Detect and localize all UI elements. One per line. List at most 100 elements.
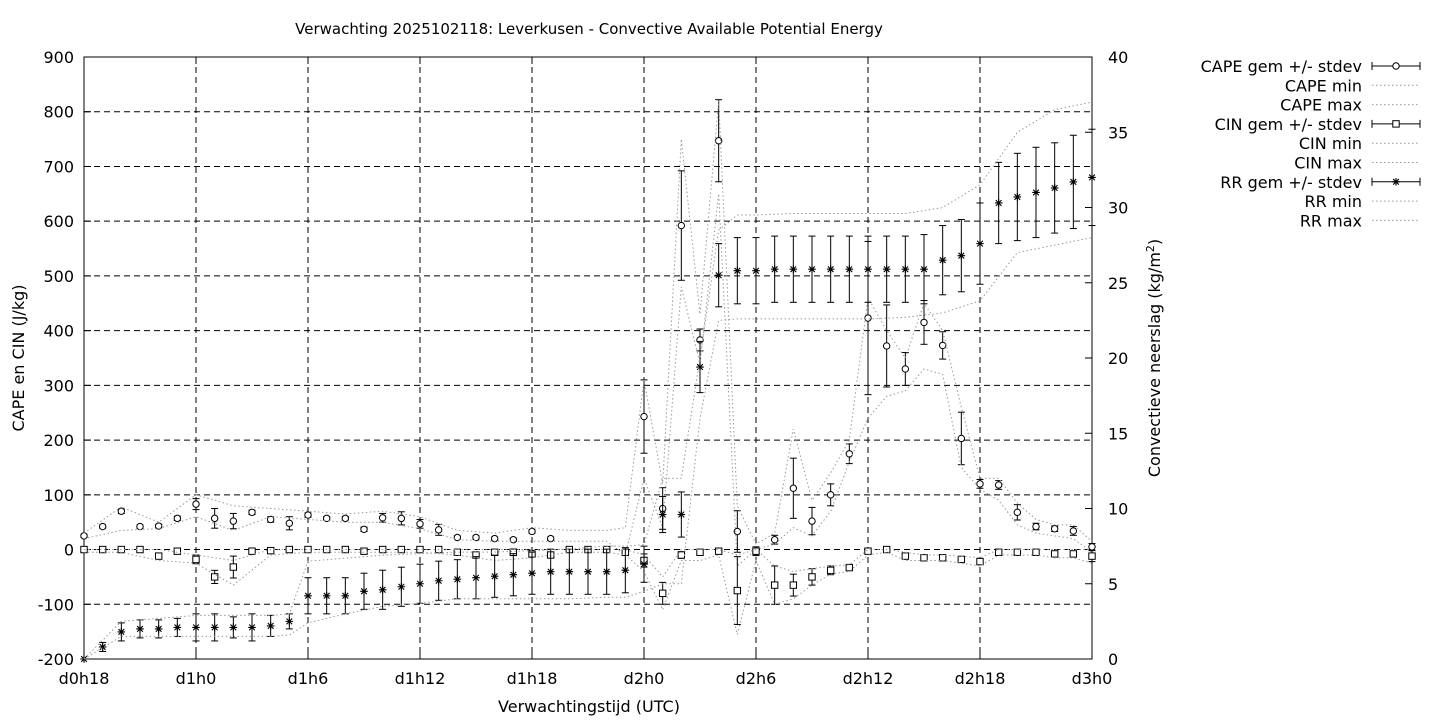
x-axis: d0h18 d1h0 d1h6 d1h12 d1h18 d2h0 d2h6 d2h12 d2h1…: [59, 57, 1113, 688]
data-point: [920, 318, 928, 327]
y2-tick-label: 25: [1108, 274, 1128, 293]
legend-label: CAPE max: [1280, 96, 1362, 115]
data-point: [994, 548, 1003, 556]
y-tick-label: 700: [43, 157, 74, 176]
data-point: [248, 547, 256, 555]
data-point: [509, 535, 518, 544]
data-point: [733, 527, 742, 536]
data-point: [192, 500, 200, 508]
data-point: [882, 342, 891, 350]
data-point: [416, 520, 424, 528]
legend-label: CIN max: [1294, 154, 1362, 173]
data-point: [285, 519, 294, 527]
data-point: [322, 514, 331, 523]
data-point: [416, 579, 424, 588]
data-point: [621, 566, 630, 575]
series-8: [83, 101, 1093, 660]
data-point: [528, 569, 536, 578]
series-line: [83, 237, 1093, 660]
data-point: [957, 434, 966, 443]
data-point: [1088, 552, 1096, 560]
data-point: [248, 508, 256, 517]
series-layer: [80, 99, 1096, 663]
data-point: [528, 527, 536, 536]
series-1: [83, 193, 1093, 568]
data-point: [1032, 188, 1040, 197]
y-tick-label: -200: [38, 650, 74, 669]
data-point: [360, 525, 368, 533]
data-point: [658, 589, 667, 598]
data-point: [341, 591, 350, 600]
data-point: [789, 484, 798, 492]
data-point: [677, 510, 686, 519]
legend-label: CIN min: [1299, 134, 1362, 153]
y2-axis-label: Convectieve neerslag (kg/m2): [1144, 239, 1165, 477]
x-tick-label: d1h6: [288, 669, 329, 688]
data-point: [770, 535, 779, 544]
x-tick-label: d1h12: [395, 669, 446, 688]
legend-label: CAPE gem +/- stdev: [1201, 57, 1362, 76]
data-point: [770, 265, 779, 274]
data-point: [1069, 178, 1078, 186]
y2-tick-label: 10: [1108, 500, 1128, 519]
series-4: [84, 551, 1093, 635]
data-point: [770, 581, 779, 589]
data-point: [434, 526, 443, 534]
data-point: [920, 554, 928, 562]
data-point: [1050, 550, 1059, 558]
data-point: [733, 266, 742, 275]
data-point: [304, 591, 312, 600]
data-point: [490, 572, 499, 581]
data-point: [453, 575, 462, 584]
data-point: [490, 534, 499, 543]
data-point: [266, 546, 275, 555]
data-point: [416, 545, 424, 554]
data-point: [341, 514, 350, 523]
data-point: [1050, 525, 1059, 533]
legend-label: CAPE min: [1285, 76, 1362, 95]
x-tick-label: d0h18: [59, 669, 110, 688]
series-7: [83, 237, 1093, 660]
legend-marker: [1392, 120, 1400, 128]
data-point: [154, 625, 163, 633]
data-point: [584, 567, 592, 576]
y2-tick-label: 0: [1108, 650, 1118, 669]
data-point: [640, 412, 648, 421]
y2-tick-label: 40: [1108, 48, 1128, 67]
data-point: [696, 548, 704, 556]
data-point: [210, 514, 219, 523]
y-tick-label: 100: [43, 486, 74, 505]
data-point: [565, 567, 574, 576]
y2-tick-label: 5: [1108, 575, 1118, 594]
data-point: [453, 533, 462, 542]
data-point: [304, 545, 312, 554]
data-point: [826, 566, 835, 575]
data-point: [98, 643, 107, 651]
data-point: [397, 514, 406, 523]
data-point: [1013, 508, 1022, 517]
data-point: [957, 555, 966, 564]
data-point: [360, 587, 368, 596]
x-tick-label: d3h0: [1072, 669, 1113, 688]
data-point: [994, 481, 1003, 489]
data-point: [546, 567, 555, 576]
series-6: [80, 128, 1096, 663]
data-point: [229, 563, 238, 571]
data-point: [640, 560, 648, 568]
y-tick-label: 400: [43, 322, 74, 341]
y2-tick-label: 20: [1108, 349, 1128, 368]
data-point: [1088, 543, 1096, 551]
legend-label: RR min: [1305, 192, 1363, 211]
data-point: [920, 265, 928, 274]
series-3: [80, 545, 1096, 626]
data-point: [173, 514, 182, 523]
data-point: [136, 625, 144, 633]
data-point: [453, 548, 462, 556]
data-point: [714, 547, 723, 555]
data-point: [994, 199, 1003, 207]
data-point: [210, 623, 219, 632]
data-point: [845, 563, 854, 572]
data-point: [864, 314, 872, 322]
data-point: [976, 239, 984, 248]
